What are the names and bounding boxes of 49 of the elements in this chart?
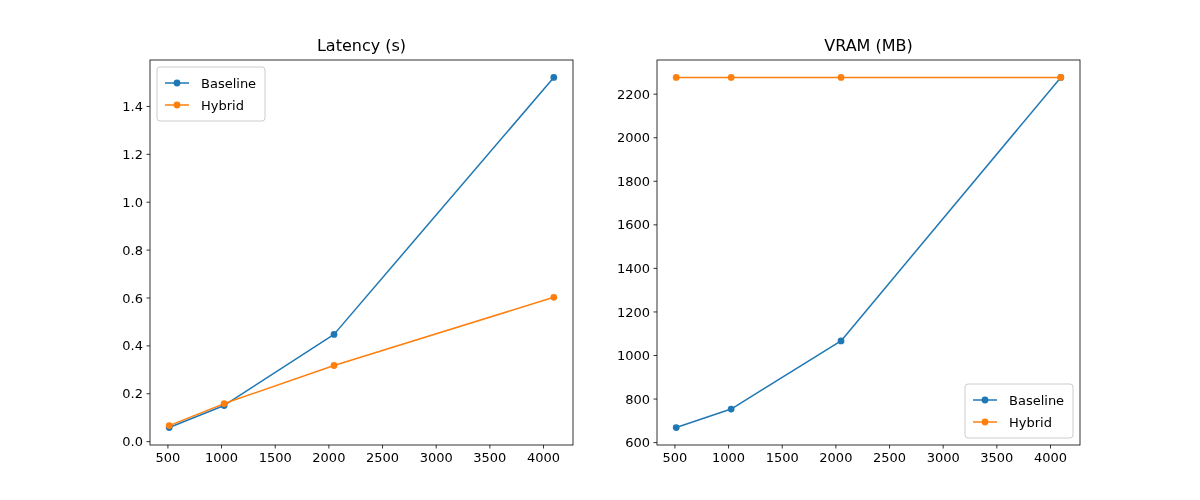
point [727,405,735,413]
y-tick-label: 1000 [616,348,650,364]
point [550,293,558,301]
y-tick-label: 1800 [616,173,650,189]
y-tick-label: 2200 [616,86,650,102]
y-tick-label: 1600 [616,217,650,233]
point [837,337,845,345]
legend-label: Baseline [1009,392,1065,408]
x-tick-label: 1000 [712,450,746,465]
x-tick-label: 2000 [819,450,853,465]
y-tick-label: 1.4 [122,99,143,114]
x-tick-label: 4000 [1033,450,1068,465]
x-tick-label: 3500 [473,450,507,465]
x-tick-label: 1500 [765,450,799,465]
x-tick-label: 3000 [926,450,960,465]
x-tick-label: 3000 [419,450,453,465]
y-tick-label: 0.2 [122,386,143,402]
point [672,424,680,431]
x-tick-label: 3500 [980,450,1014,465]
point [330,362,338,369]
y-tick-label: 1200 [616,304,650,320]
x-tick-label: 1500 [258,450,292,465]
y-tick-label: 800 [625,391,650,407]
y-tick-label: 0.0 [122,434,143,450]
y-tick-label: 1400 [616,260,650,276]
y-tick-label: 600 [625,435,650,451]
point [727,74,735,81]
x-tick-label: 2500 [365,450,400,465]
point [330,331,338,338]
y-tick-label: 0.4 [122,338,143,354]
point [672,74,680,81]
y-tick-label: 0.8 [122,242,143,258]
point [550,74,558,81]
y-tick-label: 1.2 [122,146,143,162]
x-tick-label: 1000 [205,450,239,465]
legend-label: Hybrid [1009,414,1052,430]
x-tick-label: 500 [155,450,181,465]
legend-label: Baseline [201,75,257,91]
x-tick-label: 2500 [872,450,907,465]
x-tick-label: 4000 [526,450,561,465]
point [837,74,845,81]
y-tick-label: 0.6 [122,290,143,306]
chart-title: Latency (s) [316,36,407,55]
y-tick-label: 2000 [616,130,650,146]
x-tick-label: 2000 [312,450,346,465]
legend-label: Hybrid [201,97,244,113]
x-tick-label: 500 [662,450,688,465]
chart-title: VRAM (MB) [824,36,913,55]
y-tick-label: 1.0 [122,194,143,210]
